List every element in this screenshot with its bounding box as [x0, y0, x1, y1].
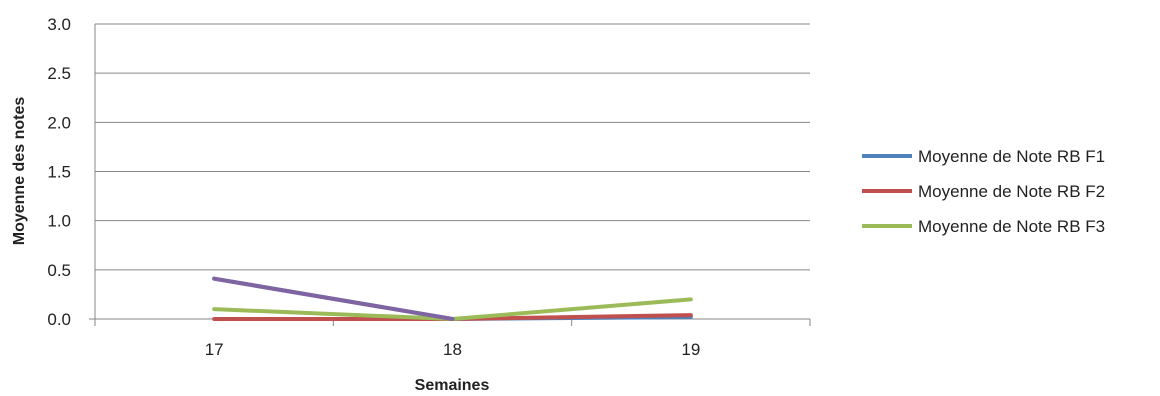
y-tick-label: 2.0 — [47, 113, 71, 132]
y-tick-label: 3.0 — [47, 15, 71, 34]
legend-label: Moyenne de Note RB F3 — [918, 217, 1105, 236]
y-tick-label: 1.5 — [47, 163, 71, 182]
y-tick-labels: 0.0 0.5 1.0 1.5 2.0 2.5 3.0 — [47, 15, 71, 329]
x-tick-label: 17 — [205, 340, 224, 359]
y-tick-label: 0.5 — [47, 261, 71, 280]
legend-label: Moyenne de Note RB F2 — [918, 182, 1105, 201]
x-axis-title: Semaines — [415, 377, 490, 394]
y-tick-label: 0.0 — [47, 310, 71, 329]
x-tick-label: 18 — [443, 340, 462, 359]
y-axis-title: Moyenne des notes — [11, 97, 28, 246]
series-overlap-segment — [212, 276, 455, 321]
x-tick-labels: 17 18 19 — [205, 340, 701, 359]
series-lines — [212, 276, 693, 321]
x-tick-label: 19 — [681, 340, 700, 359]
legend: Moyenne de Note RB F1 Moyenne de Note RB … — [862, 147, 1105, 236]
legend-label: Moyenne de Note RB F1 — [918, 147, 1105, 166]
y-tick-label: 2.5 — [47, 64, 71, 83]
y-tick-label: 1.0 — [47, 212, 71, 231]
